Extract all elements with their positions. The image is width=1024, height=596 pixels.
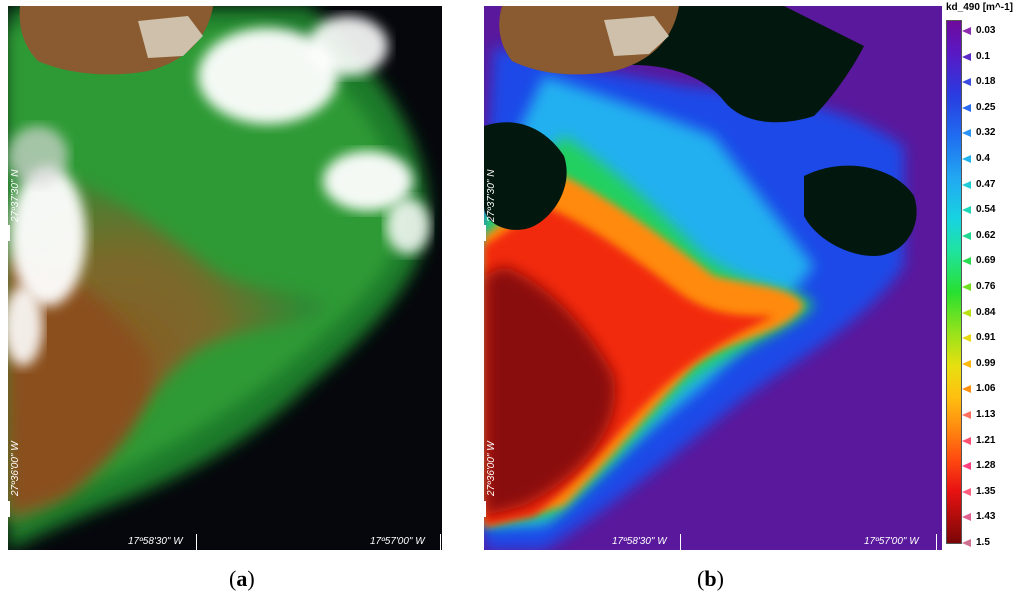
colorbar-label: 1.21 — [976, 434, 996, 446]
colorbar-label: 0.25 — [976, 101, 996, 113]
colorbar-marker-icon — [962, 334, 971, 343]
colorbar-label: 0.47 — [976, 178, 996, 190]
colorbar-marker-icon — [962, 103, 971, 112]
true-color-map-panel: 27º37'30" N 27º36'00" W 17º58'30" W 17º5… — [8, 6, 442, 550]
latitude-label-bottom: 27º36'00" W — [10, 441, 21, 496]
colorbar-label: 0.62 — [976, 229, 996, 241]
lat-tick-top — [484, 225, 486, 241]
colorbar-marker-icon — [962, 257, 971, 266]
lat-tick-bottom — [8, 501, 10, 517]
colorbar-marker-icon — [962, 155, 971, 163]
colorbar-marker-icon — [962, 206, 971, 215]
longitude-label-left: 17º58'30" W — [128, 536, 183, 547]
colorbar-label: 0.84 — [976, 306, 996, 318]
colorbar-label: 1.28 — [976, 460, 996, 472]
colorbar-marker-icon — [962, 283, 971, 291]
kd490-map-panel: 27º37'30" N 27º36'00" W 17º58'30" W 17º5… — [484, 6, 942, 550]
colorbar-label: 0.1 — [976, 50, 990, 62]
colorbar-marker-icon — [962, 487, 971, 496]
lon-tick-right — [440, 534, 441, 550]
colorbar-marker-icon — [962, 308, 971, 317]
lat-tick-bottom — [484, 501, 486, 517]
lon-tick-left — [196, 534, 197, 550]
colorbar-marker-icon — [962, 385, 971, 394]
colorbar-label: 0.99 — [976, 357, 996, 369]
caption-a: (a) — [229, 566, 255, 591]
colorbar-label: 0.91 — [976, 332, 996, 344]
colorbar-marker-icon — [962, 513, 971, 522]
colorbar-marker-icon — [962, 411, 971, 419]
latitude-label-top: 27º37'30" N — [10, 169, 21, 222]
kd490-colorbar — [946, 20, 962, 544]
colorbar-marker-icon — [962, 359, 971, 368]
colorbar-label: 0.76 — [976, 281, 996, 292]
colorbar-label: 0.4 — [976, 153, 990, 164]
colorbar-label: 1.35 — [976, 485, 996, 497]
colorbar-marker-icon — [962, 462, 971, 471]
latitude-label-top: 27º37'30" N — [486, 169, 497, 222]
longitude-label-right: 17º57'00" W — [370, 536, 425, 547]
colorbar-marker-icon — [962, 436, 971, 445]
caption-b: (b) — [697, 566, 724, 591]
kd490-map-image — [484, 6, 942, 550]
colorbar-marker-icon — [962, 52, 971, 61]
colorbar-label: 1.13 — [976, 409, 996, 420]
colorbar-label: 0.54 — [976, 204, 996, 216]
lon-tick-right — [936, 534, 937, 550]
colorbar-marker-icon — [962, 129, 971, 138]
lon-tick-left — [680, 534, 681, 550]
colorbar-marker-icon — [962, 27, 971, 35]
true-color-map-image — [8, 6, 442, 550]
colorbar-marker-icon — [962, 180, 971, 189]
colorbar-marker-icon — [962, 231, 971, 240]
longitude-label-right: 17º57'00" W — [864, 536, 919, 547]
colorbar-marker-icon — [962, 78, 971, 87]
colorbar-label: 1.43 — [976, 511, 996, 523]
latitude-label-bottom: 27º36'00" W — [486, 441, 497, 496]
colorbar-title: kd_490 [m^-1] — [946, 2, 1013, 13]
colorbar-label: 0.18 — [976, 76, 996, 88]
colorbar-marker-icon — [962, 539, 971, 547]
colorbar-label: 0.03 — [976, 25, 996, 36]
colorbar-label: 0.69 — [976, 255, 996, 267]
colorbar-label: 0.32 — [976, 127, 996, 139]
colorbar-label: 1.06 — [976, 383, 996, 395]
colorbar-label: 1.5 — [976, 537, 990, 548]
longitude-label-left: 17º58'30" W — [612, 536, 667, 547]
lat-tick-top — [8, 225, 10, 241]
